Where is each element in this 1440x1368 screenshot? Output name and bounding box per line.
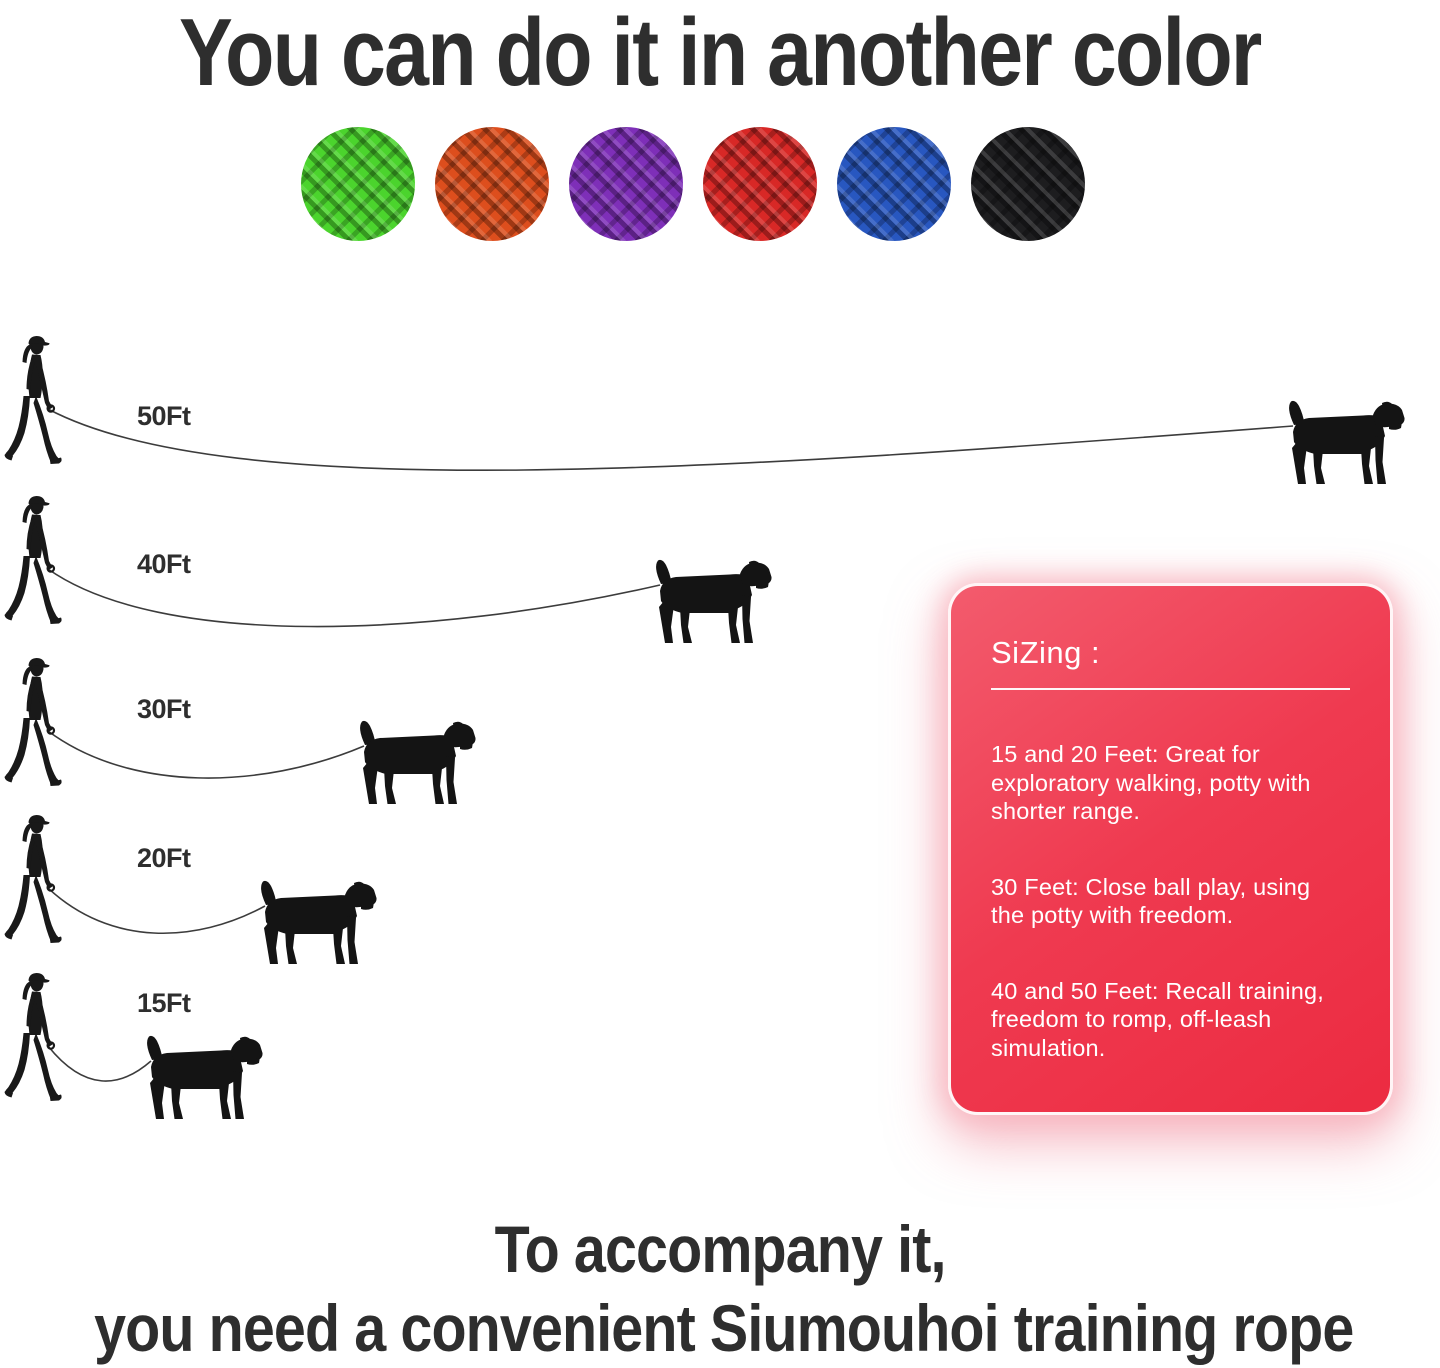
person-silhouette <box>3 494 63 626</box>
person-silhouette <box>3 971 63 1103</box>
sizing-card-heading: SiZing : <box>991 635 1101 670</box>
swatch-green <box>301 127 415 241</box>
dog-silhouette <box>147 1035 263 1119</box>
leash-length-label: 50Ft <box>137 401 191 431</box>
leash-length-label: 15Ft <box>137 988 191 1018</box>
leash-line <box>47 887 266 934</box>
swatch-black <box>971 127 1085 241</box>
dog-silhouette <box>360 720 476 804</box>
person-silhouette <box>3 656 63 788</box>
leash-length-label: 20Ft <box>137 843 191 873</box>
swatch-purple <box>569 127 683 241</box>
color-swatch-row <box>301 127 1085 241</box>
sizing-card-divider <box>991 688 1350 690</box>
footer-line-2-text: you need a convenient Siumouhoi training… <box>94 1291 1354 1365</box>
page-title-text: You can do it in another color <box>179 0 1262 106</box>
leash-length-label: 40Ft <box>137 549 191 579</box>
swatch-red <box>703 127 817 241</box>
leash-line <box>47 730 365 779</box>
leash-line <box>47 1045 152 1082</box>
dog-silhouette <box>261 880 377 964</box>
footer-line-1-text: To accompany it, <box>494 1212 947 1286</box>
leash-line <box>47 408 1294 472</box>
swatch-orange <box>435 127 549 241</box>
dog-silhouette <box>1289 400 1405 484</box>
person-silhouette <box>3 334 63 466</box>
sizing-item-long: 40 and 50 Feet: Recall training, freedom… <box>991 977 1324 1061</box>
footer-line-1: To accompany it, <box>0 1210 1440 1289</box>
page-title: You can do it in another color <box>0 0 1440 106</box>
footer-line-2: you need a convenient Siumouhoi training… <box>0 1289 1440 1368</box>
footer-heading: To accompany it, you need a convenient S… <box>0 1210 1440 1368</box>
sizing-item-medium: 30 Feet: Close ball play, using the pott… <box>991 873 1311 929</box>
leash-length-label: 30Ft <box>137 694 191 724</box>
sizing-item-short: 15 and 20 Feet: Great for exploratory wa… <box>991 741 1311 824</box>
person-silhouette <box>3 813 63 945</box>
sizing-card: SiZing : 15 and 20 Feet: Great for explo… <box>948 583 1393 1115</box>
dog-silhouette <box>656 559 772 643</box>
swatch-blue <box>837 127 951 241</box>
